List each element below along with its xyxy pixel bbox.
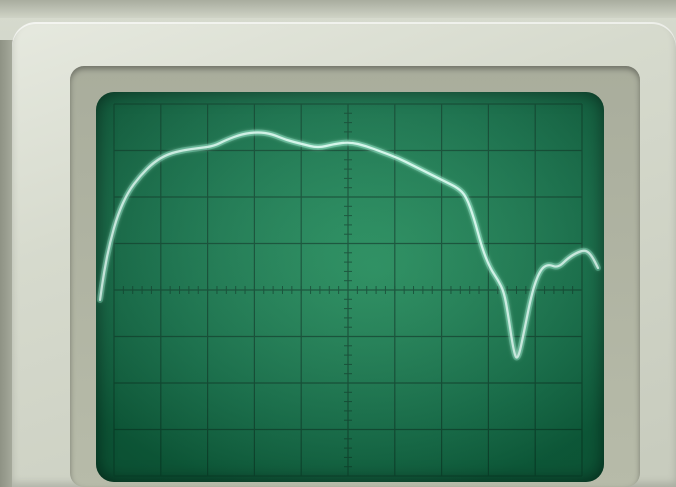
screen-reflection bbox=[96, 92, 604, 482]
instrument-top-panel bbox=[0, 0, 676, 18]
crt-screen bbox=[96, 92, 604, 482]
oscilloscope-display bbox=[96, 92, 604, 482]
